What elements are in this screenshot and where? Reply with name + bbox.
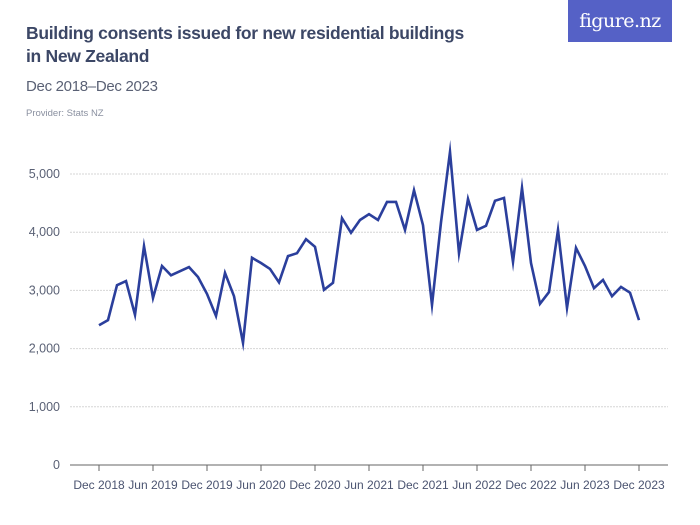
x-axis: Dec 2018 Jun 2019 Dec 2019 Jun 2020 Dec 2020… (70, 464, 668, 492)
x-tick-label: Jun 2023 (560, 478, 610, 492)
x-tick-label: Jun 2022 (452, 478, 502, 492)
x-tick-label: Dec 2022 (505, 478, 557, 492)
figure-nz-logo[interactable]: figure.nz (568, 0, 672, 42)
x-tick-label: Dec 2018 (73, 478, 125, 492)
x-tick-label: Dec 2023 (613, 478, 665, 492)
series-line (98, 139, 641, 352)
y-tick-label: 0 (53, 458, 60, 472)
x-tick-label: Jun 2021 (344, 478, 394, 492)
chart-title: Building consents issued for new residen… (26, 23, 464, 66)
provider-label: Provider: Stats NZ (26, 108, 104, 119)
y-tick-label: 1,000 (29, 400, 60, 414)
y-tick-label: 3,000 (29, 283, 60, 297)
x-tick-label: Jun 2019 (128, 478, 178, 492)
x-tick-label: Jun 2020 (236, 478, 286, 492)
x-tick-label: Dec 2021 (397, 478, 449, 492)
logo-text: figure.nz (579, 10, 661, 32)
series-group (98, 139, 641, 352)
x-tick-label: Dec 2020 (289, 478, 341, 492)
y-tick-label: 4,000 (29, 225, 60, 239)
chart-subtitle: Dec 2018–Dec 2023 (26, 78, 158, 95)
x-tick-label: Dec 2019 (181, 478, 233, 492)
y-axis: 0 1,000 2,000 3,000 4,000 5,000 (29, 167, 60, 472)
y-tick-label: 5,000 (29, 167, 60, 181)
gridlines (70, 173, 668, 408)
y-tick-label: 2,000 (29, 342, 60, 356)
